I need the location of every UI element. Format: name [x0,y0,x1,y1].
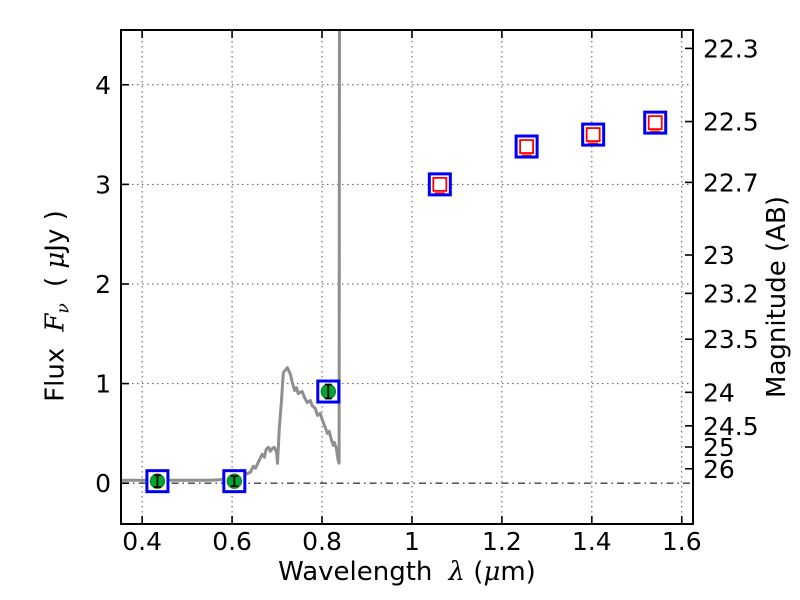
red-square-marker [585,127,601,142]
red-square-marker [432,176,448,192]
grid-lines [122,31,692,523]
y-tick-label-right: 26 [703,455,735,484]
x-tick-label: 1 [404,527,420,556]
y-axis-label-right: Magnitude (AB) [762,196,792,398]
x-tick-label: 0.8 [302,527,342,556]
model-point-marker [581,122,606,147]
tick-marks [122,31,692,523]
y-tick-label-left: 0 [95,469,111,498]
blue-square-marker [581,122,606,147]
model-point-marker [643,110,668,135]
lambda-symbol: λ [448,557,466,587]
x-tick-label: 1.4 [572,527,612,556]
plot-spine [120,29,694,525]
y-tick-label-right: 22.5 [703,108,759,137]
y-tick-label-right: 24 [703,378,735,407]
y-tick-label-right: 22.3 [703,34,759,63]
y-tick-label-right: 25 [703,433,735,462]
y-axis-label-left: FluxFν( μJy ) [40,210,74,402]
model-point-marker [514,134,539,159]
y-tick-label-left: 2 [95,270,111,299]
x-axis-label: Wavelength λ (μm) [278,557,536,587]
x-tick-label: 0.4 [122,527,162,556]
blue-square-marker [427,172,452,197]
mu-symbol: μ [40,251,71,269]
y-tick-label-left: 4 [95,71,111,100]
blue-square-marker [643,110,668,135]
mu-symbol: μ [483,557,501,587]
y-tick-label-left: 1 [95,370,111,399]
y-tick-label-right: 23.5 [703,325,759,354]
red-square-marker [647,115,663,131]
observed-point-marker [145,469,170,494]
model-spectrum-line [122,31,341,482]
y-tick-label-right: 24.5 [703,412,759,441]
x-tick-label: 1.2 [482,527,522,556]
x-tick-label: 1.6 [662,527,702,556]
nu-subscript: ν [53,303,74,314]
x-axis-label-word: Wavelength [278,557,433,587]
y-tick-label-left: 3 [95,170,111,199]
blue-square-marker [514,134,539,159]
x-tick-label: 0.6 [212,527,252,556]
observed-point-marker [222,469,247,494]
red-square-marker [519,139,535,154]
y-tick-label-right: 23 [703,241,735,270]
y-tick-label-right: 22.7 [703,168,759,197]
flux-label-word: Flux [40,347,71,402]
y-tick-label-right: 23.2 [703,279,759,308]
observed-point-marker [316,379,341,404]
model-point-marker [427,172,452,197]
flux-symbol: F [40,313,71,332]
